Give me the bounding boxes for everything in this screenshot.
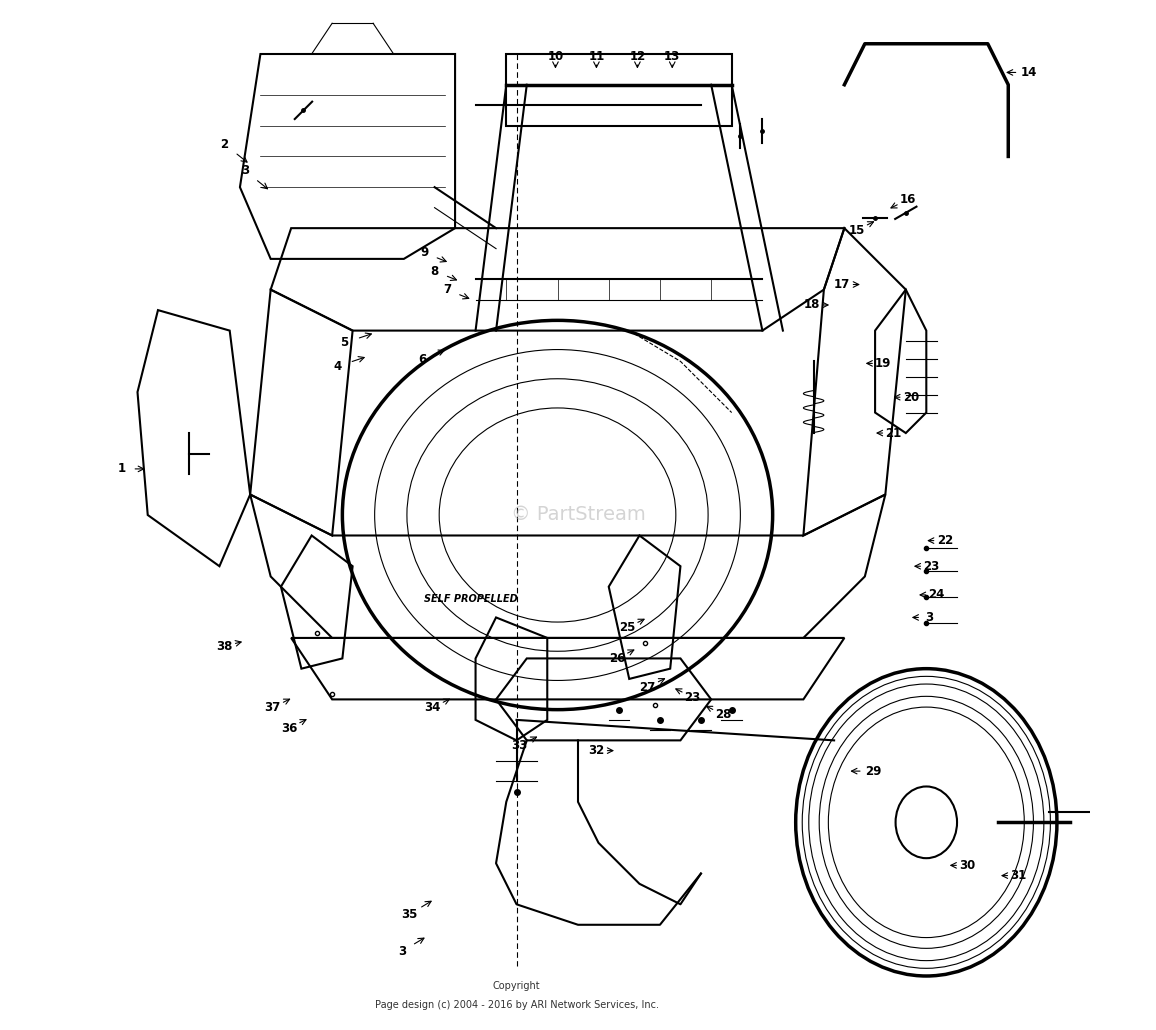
Text: 28: 28	[716, 709, 732, 721]
Text: 20: 20	[903, 390, 919, 404]
Text: 17: 17	[835, 278, 851, 291]
Text: 23: 23	[684, 691, 701, 703]
Text: 29: 29	[865, 764, 881, 778]
Text: 35: 35	[401, 908, 417, 921]
Text: 37: 37	[265, 701, 281, 714]
Text: 34: 34	[424, 701, 440, 714]
Text: 26: 26	[609, 652, 625, 665]
Text: 33: 33	[511, 739, 528, 752]
Text: 3: 3	[925, 611, 933, 624]
Text: 21: 21	[885, 426, 902, 440]
Text: 8: 8	[430, 265, 439, 278]
Text: 30: 30	[959, 859, 976, 871]
Text: 1: 1	[118, 462, 126, 476]
Text: 23: 23	[924, 559, 940, 573]
Text: 24: 24	[928, 588, 944, 602]
Text: 27: 27	[639, 681, 655, 693]
Text: 38: 38	[216, 640, 232, 653]
Text: 12: 12	[629, 49, 645, 63]
Text: 16: 16	[899, 193, 916, 206]
Text: SELF PROPELLED: SELF PROPELLED	[423, 594, 517, 604]
Text: 18: 18	[803, 299, 820, 311]
Text: 19: 19	[875, 356, 891, 370]
Text: 3: 3	[240, 165, 250, 177]
Text: Copyright: Copyright	[492, 982, 540, 991]
Text: 5: 5	[340, 337, 349, 349]
Text: 25: 25	[618, 621, 636, 634]
Text: Page design (c) 2004 - 2016 by ARI Network Services, Inc.: Page design (c) 2004 - 2016 by ARI Netwo…	[375, 1000, 659, 1009]
Text: 15: 15	[849, 224, 865, 237]
Text: 2: 2	[221, 138, 229, 150]
Text: 9: 9	[421, 246, 429, 260]
Text: 32: 32	[588, 744, 605, 757]
Text: 11: 11	[588, 49, 605, 63]
Text: 22: 22	[936, 535, 953, 547]
Text: 10: 10	[547, 49, 564, 63]
Text: 6: 6	[418, 353, 427, 366]
Text: 7: 7	[443, 283, 451, 296]
Text: 4: 4	[333, 359, 341, 373]
Text: 3: 3	[398, 945, 406, 958]
Text: 36: 36	[281, 722, 297, 734]
Text: 31: 31	[1010, 869, 1027, 882]
Text: 13: 13	[665, 49, 681, 63]
Text: © PartStream: © PartStream	[511, 506, 645, 524]
Text: 14: 14	[1021, 66, 1037, 79]
